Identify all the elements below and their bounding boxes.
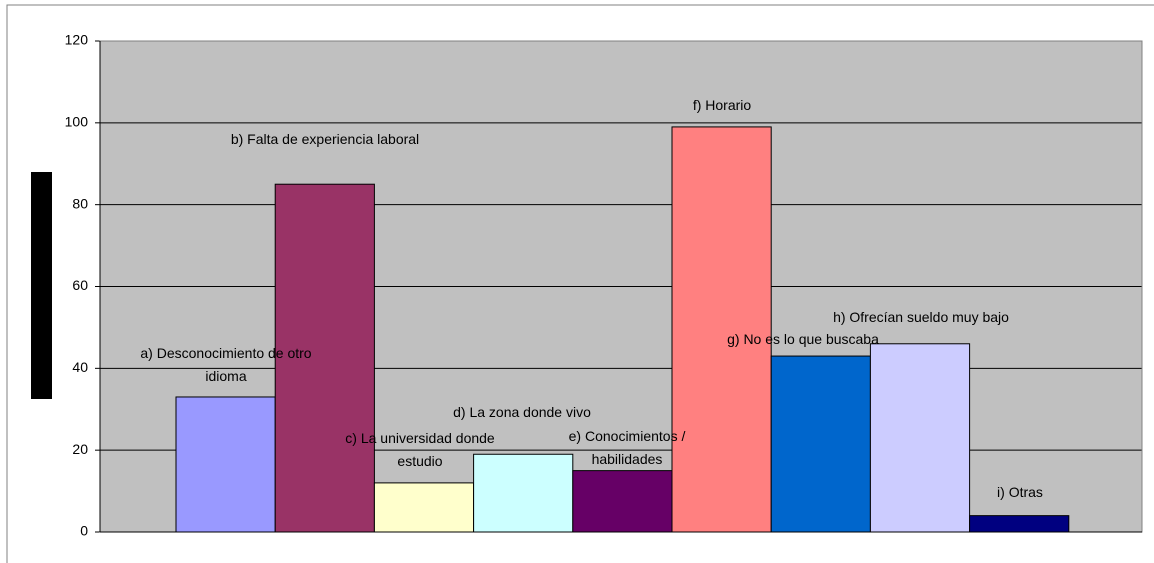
y-tick-label: 60 xyxy=(72,277,88,293)
y-tick-label: 40 xyxy=(72,359,88,375)
bar xyxy=(869,343,971,533)
bar xyxy=(671,126,772,533)
y-tick-label: 80 xyxy=(72,195,88,211)
bar-label: b) Falta de experiencia laboral xyxy=(230,131,420,147)
bar xyxy=(572,470,673,533)
bar-label: h) Ofrecían sueldo muy bajo xyxy=(833,309,1009,325)
bar-label: i) Otras xyxy=(997,484,1043,500)
bar xyxy=(770,355,871,533)
bar-label: c) La universidad donde estudio xyxy=(345,430,495,469)
bar-label: f) Horario xyxy=(692,97,752,113)
bar xyxy=(969,515,1070,533)
y-tick-label: 0 xyxy=(80,523,88,539)
y-tick-label: 100 xyxy=(65,114,89,130)
y-tick-label: 20 xyxy=(72,441,88,457)
bar-label: e) Conocimientos / habilidades xyxy=(568,428,686,467)
bar xyxy=(373,482,475,533)
y-tick-label: 120 xyxy=(65,32,89,48)
bar-label: d) La zona donde vivo xyxy=(453,404,591,420)
redacted-axis-title xyxy=(31,172,52,399)
bar-label: a) Desconocimiento de otro idioma xyxy=(140,345,312,384)
bar-label: g) No es lo que buscaba xyxy=(727,331,879,347)
bar xyxy=(175,396,276,533)
